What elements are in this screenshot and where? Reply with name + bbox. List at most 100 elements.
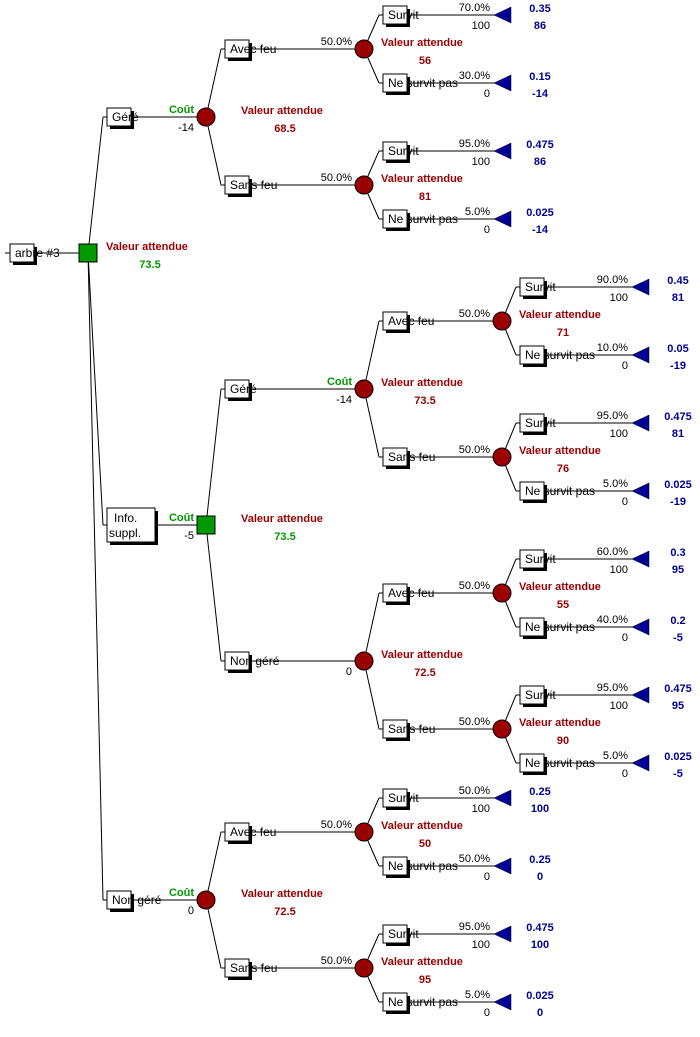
chance-node-icon[interactable] <box>492 447 512 467</box>
branch-label: Survit <box>388 791 419 805</box>
chance-node-icon[interactable] <box>492 719 512 739</box>
branch-box <box>519 481 545 501</box>
terminal-node-icon[interactable] <box>631 278 650 296</box>
decision-node-icon[interactable] <box>196 515 216 535</box>
chance-node-icon[interactable] <box>354 175 374 195</box>
branch-ne-survit-pas[interactable]: Ne survit pas <box>519 753 595 775</box>
terminal-value: -5 <box>673 768 683 780</box>
terminal-node-icon[interactable] <box>493 857 512 875</box>
branch-label: Sans feu <box>230 178 277 192</box>
branch-ne-survit-pas[interactable]: Ne survit pas <box>382 992 458 1014</box>
branch-label: Avec feu <box>388 586 434 600</box>
terminal-node-icon[interactable] <box>631 550 650 568</box>
branch-survit[interactable]: Survit <box>519 685 556 707</box>
branch-sans-feu[interactable]: Sans feu <box>224 958 277 980</box>
branch-ne-survit-pas[interactable]: Ne survit pas <box>382 209 458 231</box>
terminal-node-icon[interactable] <box>631 346 650 364</box>
chance-node-icon[interactable] <box>354 39 374 59</box>
terminal-node-icon[interactable] <box>631 686 650 704</box>
terminal-node-icon[interactable] <box>493 789 512 807</box>
branch-label-line: Info. <box>114 511 137 525</box>
decision-node-icon[interactable] <box>78 243 98 263</box>
branch-label: Sans feu <box>388 722 435 736</box>
branch-survit[interactable]: Survit <box>382 924 419 946</box>
branch-cost: 0 <box>188 905 194 917</box>
terminal-probability: 0.3 <box>670 547 685 559</box>
expected-value: 55 <box>557 599 569 611</box>
branch-label: Info. suppl. <box>109 511 141 540</box>
root-box[interactable]: arbre #3 <box>9 243 60 265</box>
branch-payoff: 0 <box>622 632 628 644</box>
branch-payoff: 0 <box>484 88 490 100</box>
expected-value: 50 <box>419 838 431 850</box>
expected-value: 72.5 <box>414 667 435 679</box>
branch-info-suppl-[interactable]: Info. suppl. <box>106 507 158 545</box>
chance-node-icon[interactable] <box>354 822 374 842</box>
branch-box <box>9 243 35 263</box>
terminal-node-icon[interactable] <box>493 925 512 943</box>
branch-g-r-[interactable]: Géré <box>106 107 139 129</box>
branch-label: Survit <box>525 688 556 702</box>
branch-avec-feu[interactable]: Avec feu <box>382 311 434 333</box>
branch-ne-survit-pas[interactable]: Ne survit pas <box>519 345 595 367</box>
terminal-node-icon[interactable] <box>493 142 512 160</box>
chance-node-icon[interactable] <box>354 651 374 671</box>
branch-label: Avec feu <box>230 42 276 56</box>
branch-box <box>106 107 132 127</box>
branch-ne-survit-pas[interactable]: Ne survit pas <box>519 617 595 639</box>
terminal-node-icon[interactable] <box>631 754 650 772</box>
terminal-node-icon[interactable] <box>631 414 650 432</box>
expected-value-label: Valeur attendue <box>381 37 463 49</box>
branch-survit[interactable]: Survit <box>382 788 419 810</box>
branch-payoff: 100 <box>610 564 628 576</box>
expected-value-label: Valeur attendue <box>241 888 323 900</box>
branch-ne-survit-pas[interactable]: Ne survit pas <box>519 481 595 503</box>
chance-node-icon[interactable] <box>354 379 374 399</box>
terminal-value: 95 <box>672 564 684 576</box>
expected-value-label: Valeur attendue <box>381 377 463 389</box>
branch-avec-feu[interactable]: Avec feu <box>382 583 434 605</box>
branch-probability: 10.0% <box>597 342 628 354</box>
chance-node-icon[interactable] <box>196 890 216 910</box>
branch-payoff: 100 <box>472 803 490 815</box>
terminal-node-icon[interactable] <box>493 6 512 24</box>
expected-value: 73.5 <box>139 259 160 271</box>
branch-label: Non géré <box>230 654 280 668</box>
chance-node-icon[interactable] <box>354 958 374 978</box>
branch-label: Avec feu <box>388 314 434 328</box>
branch-ne-survit-pas[interactable]: Ne survit pas <box>382 73 458 95</box>
branch-g-r-[interactable]: Géré <box>224 379 257 401</box>
terminal-node-icon[interactable] <box>631 482 650 500</box>
branch-non-g-r-[interactable]: Non géré <box>106 890 162 912</box>
branch-non-g-r-[interactable]: Non géré <box>224 651 280 673</box>
branch-line <box>87 252 104 901</box>
branch-ne-survit-pas[interactable]: Ne survit pas <box>382 856 458 878</box>
terminal-probability: 0.475 <box>664 683 692 695</box>
branch-box <box>224 175 250 195</box>
branch-label: Ne survit pas <box>525 620 595 634</box>
branch-line <box>363 660 380 730</box>
branch-survit[interactable]: Survit <box>519 549 556 571</box>
terminal-probability: 0.475 <box>526 922 554 934</box>
branch-box <box>382 788 408 808</box>
branch-survit[interactable]: Survit <box>519 277 556 299</box>
terminal-node-icon[interactable] <box>493 74 512 92</box>
branch-survit[interactable]: Survit <box>519 413 556 435</box>
chance-node-icon[interactable] <box>492 583 512 603</box>
branch-sans-feu[interactable]: Sans feu <box>382 719 435 741</box>
branch-probability: 50.0% <box>321 819 352 831</box>
terminal-node-icon[interactable] <box>631 618 650 636</box>
branch-survit[interactable]: Survit <box>382 5 419 27</box>
chance-node-icon[interactable] <box>196 107 216 127</box>
chance-node-icon[interactable] <box>492 311 512 331</box>
branch-avec-feu[interactable]: Avec feu <box>224 39 276 61</box>
branch-survit[interactable]: Survit <box>382 141 419 163</box>
branch-label: Survit <box>388 8 419 22</box>
branch-avec-feu[interactable]: Avec feu <box>224 822 276 844</box>
terminal-node-icon[interactable] <box>493 993 512 1011</box>
terminal-value: 86 <box>534 156 546 168</box>
branch-sans-feu[interactable]: Sans feu <box>382 447 435 469</box>
branch-sans-feu[interactable]: Sans feu <box>224 175 277 197</box>
terminal-node-icon[interactable] <box>493 210 512 228</box>
expected-value: 95 <box>419 974 431 986</box>
